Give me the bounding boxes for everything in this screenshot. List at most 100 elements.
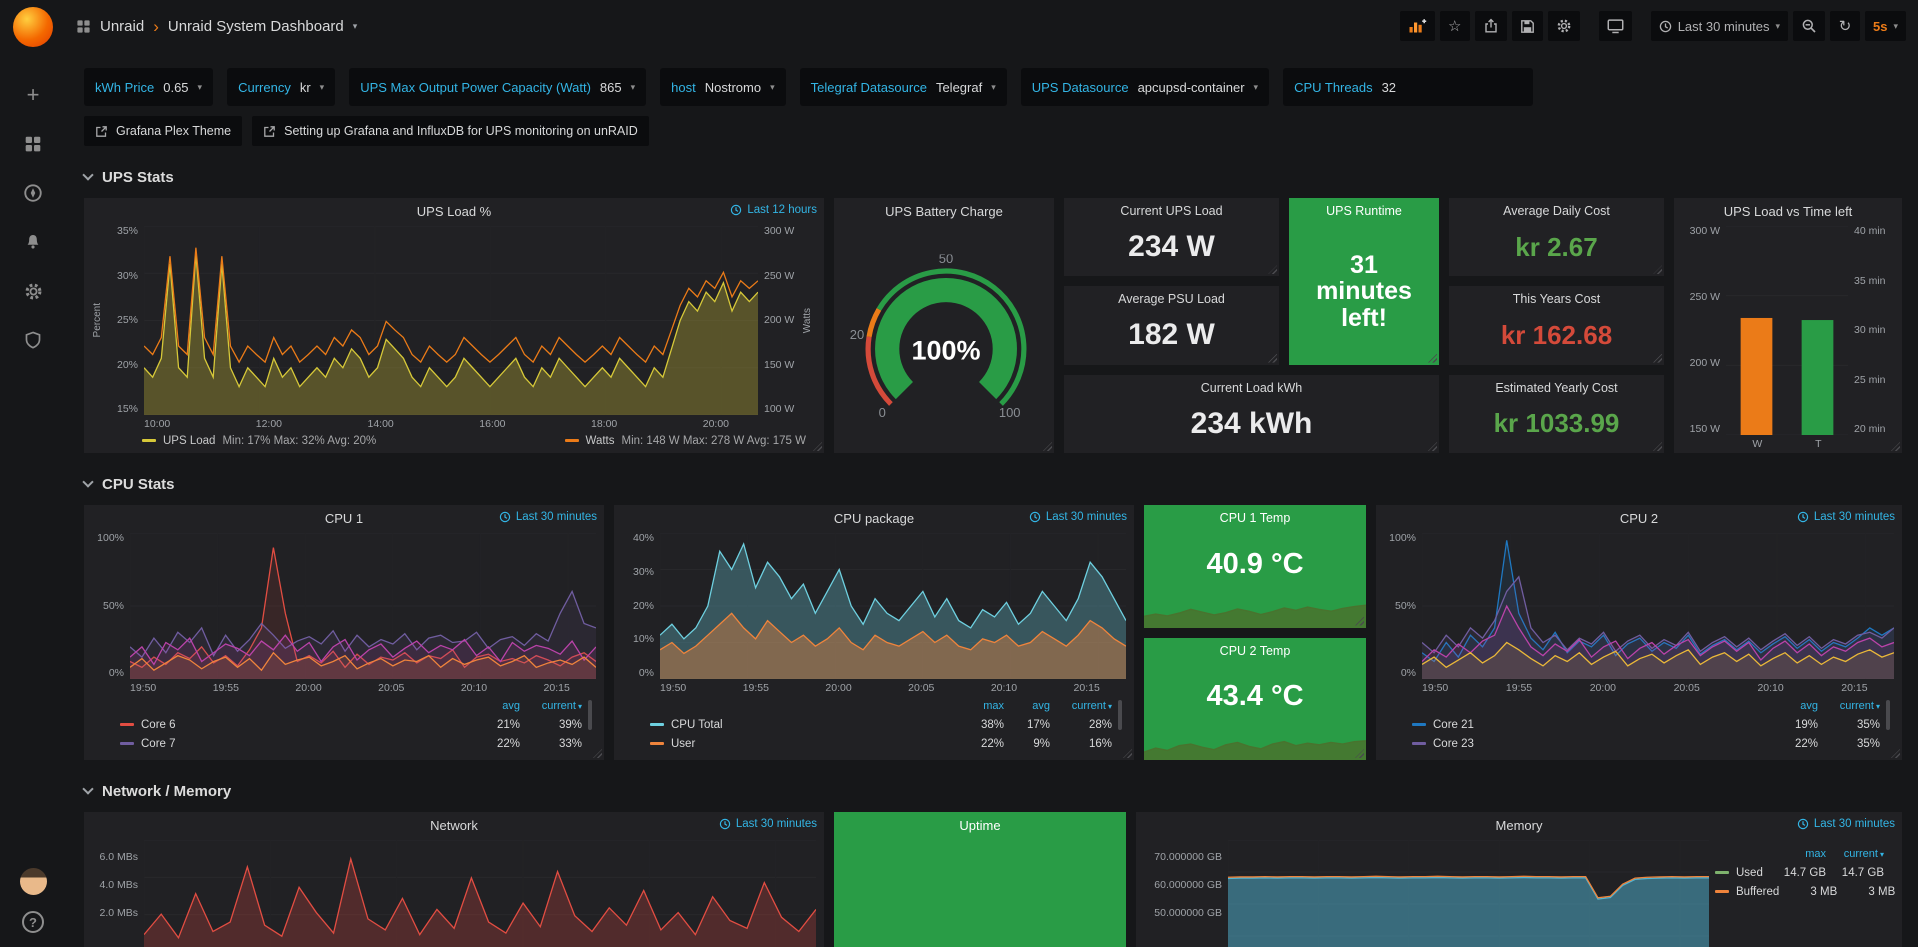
- stat-title[interactable]: Current Load kWh: [1200, 380, 1303, 395]
- section-ups-stats[interactable]: UPS Stats: [82, 166, 1902, 188]
- network-chart[interactable]: [144, 840, 816, 947]
- configuration-gear-icon[interactable]: [21, 279, 45, 303]
- panel-resize-handle[interactable]: [1653, 353, 1662, 363]
- stat-title[interactable]: UPS Runtime: [1326, 204, 1402, 218]
- server-admin-shield-icon[interactable]: [21, 328, 45, 352]
- panel-resize-handle[interactable]: [1043, 442, 1052, 451]
- panel-resize-handle[interactable]: [1355, 749, 1364, 758]
- legend-col-current[interactable]: current ▾: [1071, 699, 1112, 712]
- explore-compass-icon[interactable]: [21, 181, 45, 205]
- save-dashboard-button[interactable]: [1511, 11, 1543, 41]
- breadcrumb-folder[interactable]: Unraid: [100, 17, 145, 35]
- panel-title[interactable]: UPS Load vs Time left: [1723, 203, 1853, 219]
- grafana-logo[interactable]: [13, 7, 53, 47]
- stat-title[interactable]: CPU 1 Temp: [1219, 511, 1291, 525]
- star-dashboard-button[interactable]: ☆: [1439, 11, 1470, 41]
- legend-scrollbar[interactable]: [1886, 700, 1890, 730]
- legend-series-toggle[interactable]: User: [650, 738, 956, 750]
- add-panel-button[interactable]: [1399, 11, 1435, 41]
- variable-value[interactable]: kr: [299, 79, 311, 95]
- zoom-out-button[interactable]: [1793, 11, 1825, 41]
- create-button[interactable]: +: [21, 83, 45, 107]
- legend-series-toggle[interactable]: Core 7: [120, 738, 466, 750]
- section-cpu-stats[interactable]: CPU Stats: [82, 473, 1902, 495]
- legend-item-ups-load[interactable]: UPS Load Min: 17% Max: 32% Avg: 20%: [142, 435, 376, 447]
- legend-series-name[interactable]: Watts: [585, 434, 615, 447]
- cpu2-chart[interactable]: [1422, 533, 1894, 679]
- refresh-button[interactable]: ↻: [1830, 11, 1860, 41]
- legend-col-current[interactable]: current ▾: [541, 699, 582, 712]
- ups-load-chart[interactable]: [144, 226, 758, 415]
- cycle-view-button[interactable]: [1598, 11, 1632, 41]
- panel-resize-handle[interactable]: [593, 749, 602, 758]
- legend-col-avg[interactable]: avg: [1032, 699, 1050, 712]
- stat-title[interactable]: Average Daily Cost: [1503, 204, 1610, 218]
- stat-title[interactable]: CPU 2 Temp: [1219, 643, 1291, 658]
- variable-cpu-threads[interactable]: CPU Threads 32: [1283, 68, 1533, 106]
- dashboard-link-ups-monitoring-guide[interactable]: Setting up Grafana and InfluxDB for UPS …: [252, 116, 649, 146]
- help-icon[interactable]: ?: [22, 911, 44, 933]
- variable-ups-datasource[interactable]: UPS Datasource apcupsd-container ▾: [1020, 68, 1270, 106]
- legend-col-avg[interactable]: avg: [1800, 699, 1818, 712]
- panel-resize-handle[interactable]: [1268, 265, 1277, 275]
- legend-col-current[interactable]: current ▾: [1839, 699, 1880, 712]
- variable-value[interactable]: 0.65: [163, 79, 189, 95]
- alerting-bell-icon[interactable]: [21, 230, 45, 254]
- ups-bars-chart[interactable]: [1726, 226, 1848, 435]
- refresh-interval-button[interactable]: 5s ▾: [1865, 11, 1906, 41]
- section-network-memory[interactable]: Network / Memory: [82, 780, 1902, 802]
- variable-currency[interactable]: Currency kr ▾: [227, 68, 336, 106]
- cpu1-chart[interactable]: [130, 533, 596, 679]
- variable-value[interactable]: apcupsd-container: [1137, 79, 1245, 95]
- dashboard-settings-button[interactable]: [1547, 11, 1580, 41]
- variable-ups-max-output[interactable]: UPS Max Output Power Capacity (Watt) 865…: [349, 68, 647, 106]
- legend-series-toggle[interactable]: Buffered: [1715, 886, 1779, 898]
- panel-resize-handle[interactable]: [1428, 353, 1437, 363]
- panel-title[interactable]: Memory: [1495, 817, 1543, 833]
- variable-value[interactable]: Nostromo: [704, 79, 762, 95]
- legend-series-toggle[interactable]: Used: [1715, 867, 1768, 879]
- variable-value[interactable]: Telegraf: [935, 79, 983, 95]
- stat-title[interactable]: Current UPS Load: [1120, 204, 1223, 218]
- legend-col-max[interactable]: max: [1805, 847, 1826, 860]
- panel-resize-handle[interactable]: [1355, 616, 1364, 626]
- panel-title[interactable]: Uptime: [959, 817, 1001, 833]
- panel-resize-handle[interactable]: [1653, 265, 1662, 275]
- legend-col-avg[interactable]: avg: [502, 699, 520, 712]
- panel-resize-handle[interactable]: [1428, 442, 1437, 451]
- user-avatar[interactable]: [19, 868, 47, 895]
- panel-title[interactable]: CPU 1: [324, 510, 364, 526]
- stat-title[interactable]: This Years Cost: [1512, 292, 1601, 307]
- legend-series-toggle[interactable]: Core 21: [1412, 719, 1764, 731]
- legend-item-watts[interactable]: Watts Min: 148 W Max: 278 W Avg: 175 W: [564, 434, 806, 447]
- legend-series-toggle[interactable]: CPU Total: [650, 719, 956, 731]
- panel-resize-handle[interactable]: [813, 442, 822, 451]
- stat-title[interactable]: Estimated Yearly Cost: [1495, 380, 1618, 395]
- panel-title[interactable]: Network: [430, 817, 478, 833]
- panel-title[interactable]: UPS Battery Charge: [885, 203, 1003, 219]
- cpu-threads-input[interactable]: 32: [1381, 79, 1397, 95]
- breadcrumb-dashboard-title[interactable]: Unraid System Dashboard: [167, 17, 344, 35]
- panel-resize-handle[interactable]: [1891, 442, 1900, 451]
- legend-series-name[interactable]: UPS Load: [163, 434, 216, 447]
- time-range-picker[interactable]: Last 30 minutes ▾: [1650, 11, 1788, 41]
- panel-resize-handle[interactable]: [1123, 749, 1132, 758]
- panel-resize-handle[interactable]: [1653, 442, 1662, 451]
- chevron-down-icon[interactable]: ▾: [352, 20, 358, 31]
- panel-title[interactable]: UPS Load %: [416, 203, 492, 219]
- panel-title[interactable]: CPU 2: [1619, 510, 1659, 526]
- cpu-package-chart[interactable]: [660, 533, 1126, 679]
- variable-telegraf-datasource[interactable]: Telegraf Datasource Telegraf ▾: [799, 68, 1007, 106]
- legend-series-toggle[interactable]: Core 6: [120, 719, 466, 731]
- legend-col-current[interactable]: current ▾: [1843, 847, 1884, 860]
- variable-host[interactable]: host Nostromo ▾: [660, 68, 786, 106]
- legend-series-toggle[interactable]: Core 23: [1412, 738, 1764, 750]
- legend-col-max[interactable]: max: [983, 699, 1004, 712]
- panel-resize-handle[interactable]: [1268, 353, 1277, 363]
- legend-scrollbar[interactable]: [588, 700, 592, 730]
- stat-title[interactable]: Average PSU Load: [1118, 292, 1225, 307]
- panel-title[interactable]: CPU package: [833, 510, 915, 526]
- variable-kwh-price[interactable]: kWh Price 0.65 ▾: [84, 68, 214, 106]
- legend-scrollbar[interactable]: [1118, 700, 1122, 730]
- panel-resize-handle[interactable]: [1891, 749, 1900, 758]
